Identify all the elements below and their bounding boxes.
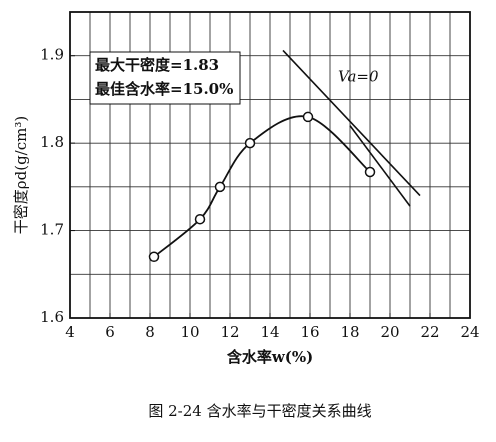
x-tick-label: 12 bbox=[220, 323, 239, 341]
annotation: 最佳含水率=15.0% bbox=[95, 80, 233, 98]
y-axis-label: 干密度ρd(g/cm³) bbox=[12, 116, 30, 234]
point bbox=[244, 137, 256, 149]
saturation-label: Va=0 bbox=[338, 68, 379, 86]
y-tick-label: 1.7 bbox=[40, 221, 64, 239]
x-tick-label: 24 bbox=[460, 323, 479, 341]
x-tick-label: 16 bbox=[300, 323, 319, 341]
caption: 图 2-24 含水率与干密度关系曲线 bbox=[148, 402, 371, 420]
x-tick-label: 10 bbox=[180, 323, 199, 341]
x-tick-label: 22 bbox=[420, 323, 439, 341]
x-tick-label: 18 bbox=[340, 323, 359, 341]
x-axis-label: 含水率w(%) bbox=[227, 348, 313, 366]
y-tick-label: 1.9 bbox=[40, 46, 64, 64]
x-tick-label: 8 bbox=[145, 323, 155, 341]
annotation-box bbox=[89, 51, 241, 105]
x-tick-label: 14 bbox=[260, 323, 279, 341]
y-tick-label: 1.6 bbox=[40, 308, 64, 326]
x-tick-label: 20 bbox=[380, 323, 399, 341]
x-tick-label: 6 bbox=[105, 323, 115, 341]
x-tick-label: 4 bbox=[65, 323, 75, 341]
annotation: 最大干密度=1.83 bbox=[95, 56, 219, 74]
point bbox=[364, 166, 376, 178]
point bbox=[302, 111, 314, 123]
saturation-line bbox=[282, 49, 421, 197]
point bbox=[148, 251, 160, 263]
point bbox=[194, 213, 206, 225]
saturation-line bbox=[349, 125, 411, 207]
y-tick-label: 1.8 bbox=[40, 133, 64, 151]
point bbox=[214, 181, 226, 193]
